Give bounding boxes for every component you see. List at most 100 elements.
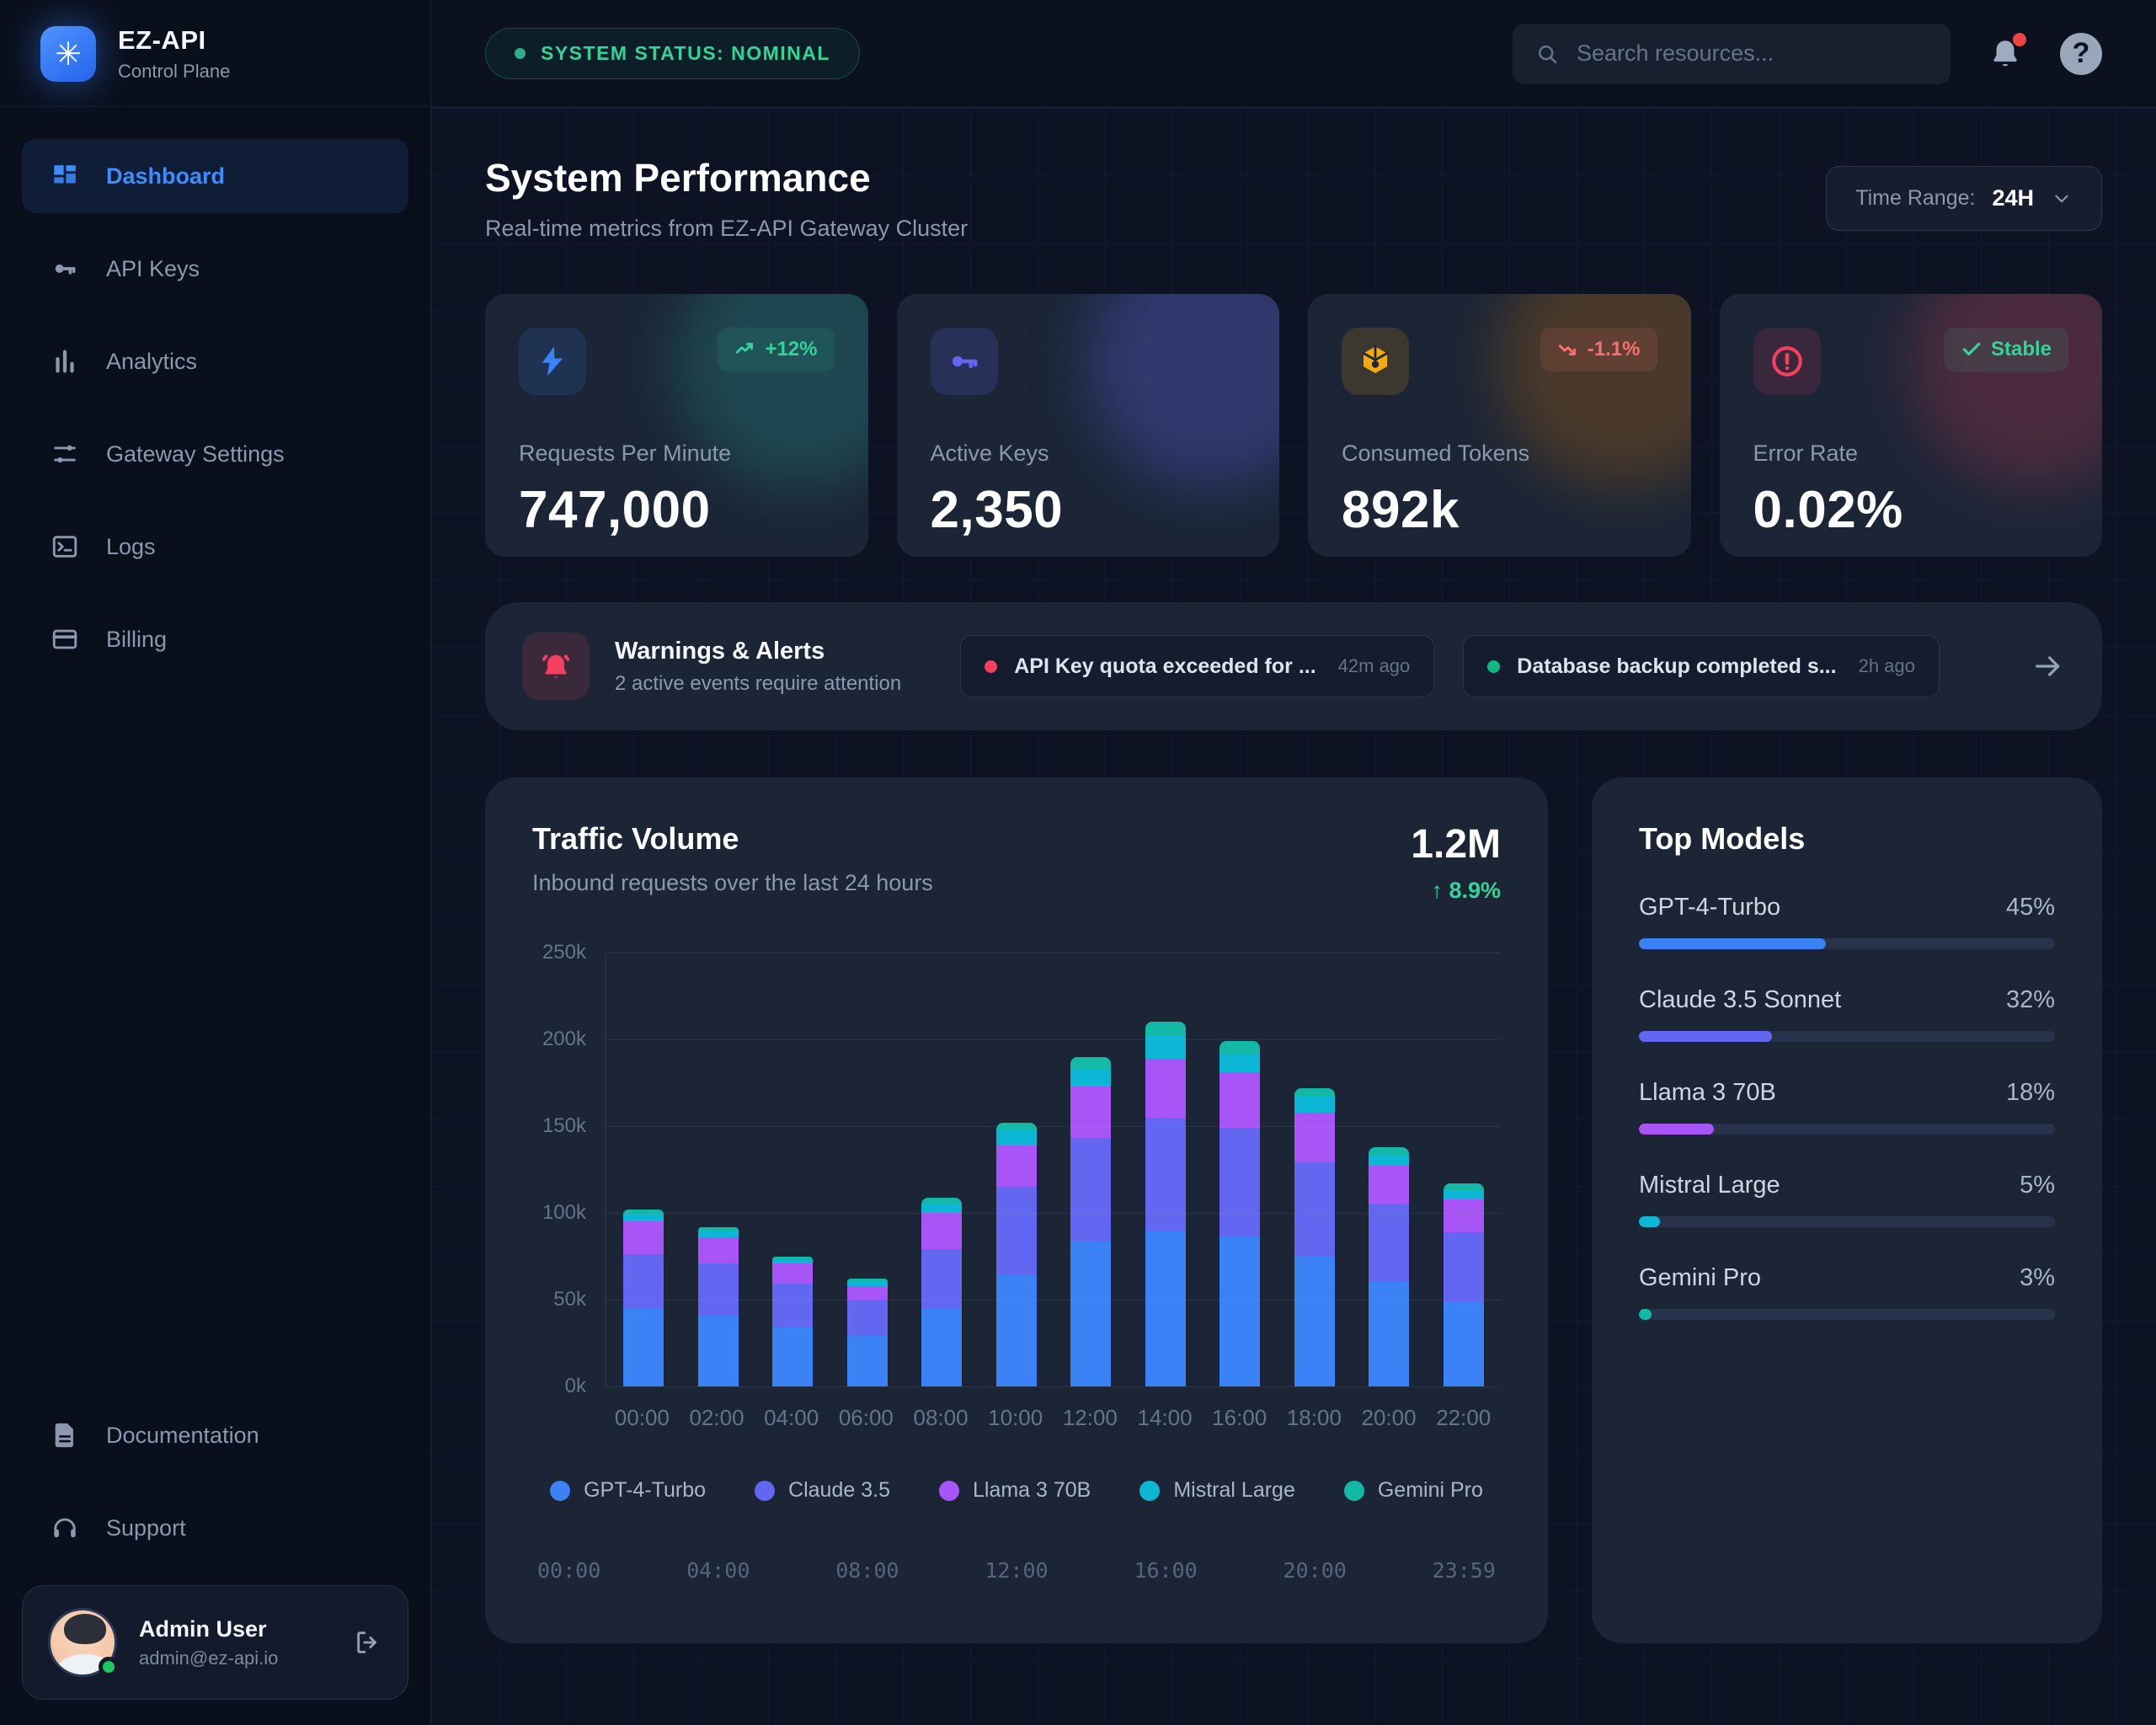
- network-asterisk-icon: ✳: [40, 26, 96, 82]
- model-percentage: 45%: [2005, 894, 2055, 921]
- alert-dot: [985, 660, 998, 673]
- sidebar-item-analytics[interactable]: Analytics: [22, 324, 408, 398]
- sidebar-item-label: Billing: [106, 626, 168, 652]
- logout-icon[interactable]: [354, 1628, 382, 1657]
- stat-value: 747,000: [519, 481, 711, 539]
- legend-item-mistral-large[interactable]: Mistral Large: [1139, 1478, 1295, 1503]
- x-axis-tick: 18:00: [1286, 1405, 1342, 1430]
- search-box[interactable]: [1513, 23, 1951, 84]
- brand-text: EZ-API Control Plane: [118, 25, 230, 83]
- model-row-claude-3-5-sonnet: Claude 3.5 Sonnet 32%: [1639, 986, 2055, 1042]
- model-name: Claude 3.5 Sonnet: [1639, 986, 1842, 1013]
- bar-segment-mistral-large: [846, 1282, 888, 1286]
- document-icon: [51, 1421, 79, 1450]
- stat-card-requests-per-minute: +12% Requests Per Minute 747,000: [485, 294, 868, 557]
- bar-segment-mistral-large: [772, 1259, 814, 1263]
- legend-item-gpt-4-turbo[interactable]: GPT-4-Turbo: [550, 1478, 706, 1503]
- bar-segment-gpt-4-turbo: [1070, 1240, 1112, 1386]
- stacked-bar-08:00: [921, 1197, 963, 1386]
- legend-dot: [1139, 1480, 1161, 1501]
- alerts-subtitle: 2 active events require attention: [615, 671, 902, 695]
- bar-segment-gemini-pro: [1294, 1087, 1335, 1097]
- legend-dot: [755, 1480, 776, 1501]
- stat-cards: +12% Requests Per Minute 747,000 Active …: [485, 294, 2102, 557]
- sidebar-item-api-keys[interactable]: API Keys: [22, 232, 408, 306]
- alert-circle-icon: [1753, 328, 1821, 395]
- stacked-bar-02:00: [697, 1226, 739, 1386]
- stat-label: Requests Per Minute: [519, 441, 732, 466]
- time-range-label: Time Range:: [1855, 186, 1976, 210]
- arrow-right-icon[interactable]: [2031, 649, 2065, 683]
- page-head: System Performance Real-time metrics fro…: [485, 155, 2102, 242]
- notifications-button[interactable]: [1988, 32, 2026, 72]
- legend-label: Llama 3 70B: [972, 1478, 1091, 1502]
- model-progress-track: [1639, 1216, 2055, 1227]
- y-axis-tick: 0k: [564, 1375, 586, 1397]
- model-progress-track: [1639, 1309, 2055, 1320]
- bar-segment-mistral-large: [1294, 1097, 1335, 1113]
- stacked-bar-14:00: [1145, 1022, 1186, 1386]
- alert-chip[interactable]: Database backup completed s... 2h ago: [1463, 635, 1940, 697]
- bar-segment-claude-3-5: [1294, 1162, 1335, 1257]
- bar-segment-gemini-pro: [1070, 1056, 1112, 1070]
- bar-segment-mistral-large: [697, 1230, 739, 1237]
- x-axis-tick: 04:00: [764, 1405, 819, 1430]
- x-axis-tick: 02:00: [689, 1405, 744, 1430]
- page-title: System Performance: [485, 156, 871, 200]
- timeline-tick: 20:00: [1283, 1558, 1347, 1583]
- sidebar-item-gateway-settings[interactable]: Gateway Settings: [22, 417, 408, 491]
- sidebar-item-label: Gateway Settings: [106, 441, 285, 467]
- help-button[interactable]: ?: [2060, 32, 2102, 75]
- time-range-select[interactable]: Time Range: 24H: [1826, 166, 2102, 231]
- bar-segment-gpt-4-turbo: [846, 1336, 888, 1386]
- key-icon: [51, 254, 79, 283]
- y-axis-tick: 100k: [542, 1201, 586, 1224]
- alerts-head: Warnings & Alerts 2 active events requir…: [615, 638, 901, 696]
- alert-chip[interactable]: API Key quota exceeded for ... 42m ago: [960, 635, 1435, 697]
- bar-segment-gpt-4-turbo: [1294, 1256, 1335, 1386]
- model-progress-track: [1639, 938, 2055, 949]
- alert-chips: API Key quota exceeded for ... 42m ago D…: [960, 635, 2006, 697]
- model-progress-track: [1639, 1124, 2055, 1135]
- bar-segment-llama-3-70b: [1070, 1086, 1112, 1139]
- bar-segment-llama-3-70b: [1443, 1199, 1484, 1232]
- bar-segment-gpt-4-turbo: [921, 1308, 963, 1386]
- model-progress-fill: [1639, 1124, 1714, 1135]
- alert-time: 2h ago: [1858, 655, 1915, 676]
- time-range-value: 24H: [1992, 185, 2034, 211]
- traffic-subtitle: Inbound requests over the last 24 hours: [532, 870, 933, 895]
- x-axis-tick: 06:00: [838, 1405, 894, 1430]
- search-input[interactable]: [1577, 40, 1929, 67]
- traffic-delta: ↑ 8.9%: [1431, 878, 1501, 903]
- legend-label: Claude 3.5: [788, 1478, 890, 1502]
- bar-segment-gemini-pro: [921, 1197, 963, 1204]
- alerts-title: Warnings & Alerts: [615, 637, 825, 665]
- model-percentage: 3%: [2020, 1264, 2055, 1291]
- sidebar-item-dashboard[interactable]: Dashboard: [22, 139, 408, 213]
- user-card[interactable]: Admin User admin@ez-api.io: [22, 1585, 408, 1700]
- legend-item-llama-3-70b[interactable]: Llama 3 70B: [938, 1478, 1091, 1503]
- model-list: GPT-4-Turbo 45% Claude 3.5 Sonnet 32% Ll…: [1639, 894, 2055, 1320]
- bar-segment-llama-3-70b: [995, 1145, 1037, 1188]
- sidebar-nav: Dashboard API Keys Analytics Gateway Set…: [0, 107, 430, 1398]
- sidebar-item-billing[interactable]: Billing: [22, 602, 408, 676]
- y-axis-tick: 150k: [542, 1114, 586, 1137]
- chart-x-axis: 00:00 02:00 04:00 06:00 08:00 10:00 12:00 14:00…: [605, 1405, 1501, 1431]
- sidebar-item-logs[interactable]: Logs: [22, 510, 408, 584]
- check-icon: [1961, 339, 1983, 360]
- legend-item-gemini-pro[interactable]: Gemini Pro: [1343, 1478, 1483, 1503]
- alerts-bar: Warnings & Alerts 2 active events requir…: [485, 602, 2102, 730]
- model-row-mistral-large: Mistral Large 5%: [1639, 1172, 2055, 1227]
- x-axis-tick: 00:00: [614, 1405, 670, 1430]
- time-scrubber: 00:00 04:00 08:00 12:00 16:00 20:00 23:59: [532, 1558, 1501, 1583]
- legend-item-claude-3-5[interactable]: Claude 3.5: [755, 1478, 890, 1503]
- sidebar-item-support[interactable]: Support: [22, 1491, 408, 1565]
- sidebar-item-documentation[interactable]: Documentation: [22, 1398, 408, 1472]
- chart-y-axis: 250k 200k 150k 100k 50k 0k: [532, 941, 605, 1397]
- key-icon: [930, 328, 998, 395]
- bar-segment-gpt-4-turbo: [1145, 1230, 1186, 1386]
- bar-segment-gemini-pro: [1145, 1022, 1186, 1036]
- traffic-volume-panel: Traffic Volume Inbound requests over the…: [485, 777, 1548, 1643]
- alert-time: 42m ago: [1337, 655, 1411, 676]
- bar-segment-mistral-large: [1369, 1156, 1410, 1167]
